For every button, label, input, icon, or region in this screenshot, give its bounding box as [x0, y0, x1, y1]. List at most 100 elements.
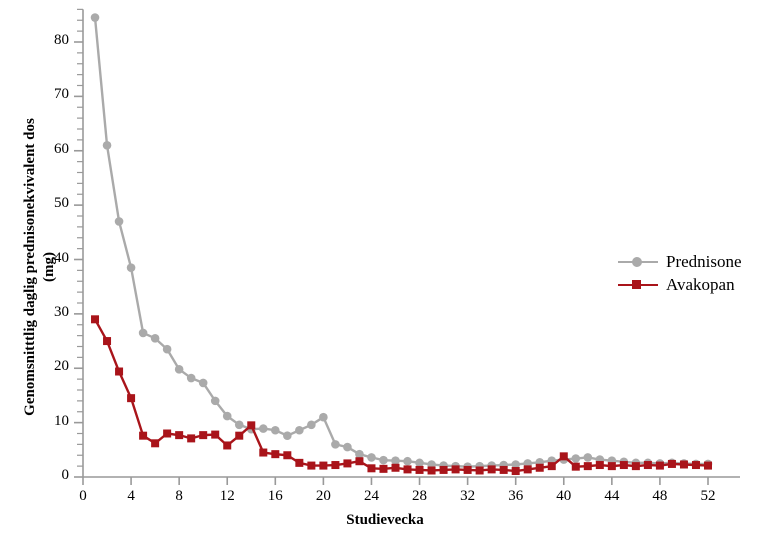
x-tick-label: 4 — [127, 488, 135, 504]
data-point-avakopan — [535, 463, 544, 472]
data-point-avakopan — [619, 461, 628, 470]
data-point-prednisone — [102, 141, 112, 150]
data-point-avakopan — [307, 461, 316, 470]
data-point-prednisone — [90, 13, 100, 22]
data-point-prednisone — [511, 460, 520, 469]
x-tick-label: 12 — [219, 488, 235, 504]
data-point-prednisone — [258, 424, 268, 433]
data-point-avakopan — [451, 465, 460, 474]
data-point-avakopan — [463, 465, 472, 474]
y-tick-label: 10 — [54, 412, 69, 429]
data-point-avakopan — [115, 367, 124, 376]
x-tick-label: 16 — [267, 488, 283, 504]
data-point-avakopan — [259, 448, 268, 457]
data-point-avakopan — [704, 461, 712, 470]
data-point-avakopan — [367, 464, 376, 473]
data-point-prednisone — [355, 449, 364, 459]
legend-swatch-prednisone — [618, 255, 658, 269]
data-point-avakopan — [559, 452, 568, 461]
legend-swatch-avakopan — [618, 278, 658, 292]
legend-label-avakopan: Avakopan — [666, 274, 735, 294]
data-point-avakopan — [319, 461, 328, 470]
data-point-prednisone — [186, 373, 196, 383]
data-point-avakopan — [343, 459, 352, 468]
data-point-avakopan — [151, 439, 160, 448]
data-point-prednisone — [198, 378, 208, 388]
data-point-avakopan — [655, 461, 664, 470]
data-point-avakopan — [355, 457, 364, 466]
y-tick-label: 60 — [54, 140, 69, 157]
data-point-prednisone — [295, 425, 304, 435]
data-point-avakopan — [235, 431, 244, 440]
x-tick-label: 44 — [604, 488, 620, 504]
data-point-avakopan — [91, 315, 100, 324]
x-tick-label: 40 — [556, 488, 572, 504]
x-tick-label: 8 — [175, 488, 183, 504]
data-point-avakopan — [187, 434, 196, 443]
data-point-avakopan — [403, 465, 412, 474]
data-point-prednisone — [271, 425, 280, 435]
data-point-avakopan — [391, 463, 400, 472]
data-point-avakopan — [499, 465, 508, 474]
y-tick-label: 20 — [54, 358, 69, 375]
data-point-avakopan — [163, 429, 172, 438]
square-marker-icon — [632, 280, 641, 289]
data-point-prednisone — [583, 453, 593, 462]
data-point-prednisone — [150, 334, 160, 343]
y-tick-label: 0 — [61, 467, 70, 483]
data-point-prednisone — [222, 411, 232, 421]
legend-item-avakopan: Avakopan — [618, 273, 768, 296]
data-point-avakopan — [427, 466, 436, 475]
data-point-prednisone — [391, 456, 400, 465]
data-point-avakopan — [295, 458, 304, 467]
x-tick-label: 28 — [412, 488, 428, 504]
legend-item-prednisone: Prednisone — [618, 250, 768, 273]
data-point-avakopan — [415, 465, 424, 474]
data-point-avakopan — [439, 465, 448, 474]
data-point-avakopan — [475, 466, 484, 475]
x-tick-label: 52 — [700, 488, 716, 504]
data-point-avakopan — [139, 431, 148, 440]
data-point-avakopan — [607, 462, 616, 471]
data-point-prednisone — [138, 328, 148, 338]
y-tick-label: 40 — [54, 249, 69, 266]
x-tick-label: 32 — [460, 488, 476, 504]
data-point-avakopan — [571, 462, 580, 471]
data-point-avakopan — [127, 394, 136, 403]
chart-legend: Prednisone Avakopan — [618, 250, 768, 296]
data-point-avakopan — [175, 431, 184, 440]
legend-label-prednisone: Prednisone — [666, 251, 742, 271]
data-point-prednisone — [174, 365, 184, 374]
data-point-prednisone — [331, 440, 340, 449]
x-axis-title: Studievecka — [346, 512, 424, 528]
data-point-avakopan — [691, 461, 700, 470]
data-point-avakopan — [631, 462, 640, 471]
data-point-prednisone — [234, 420, 244, 430]
data-point-prednisone — [367, 453, 376, 462]
data-point-prednisone — [403, 456, 412, 466]
y-tick-label: 70 — [54, 86, 69, 103]
data-point-avakopan — [547, 462, 556, 471]
data-point-avakopan — [331, 461, 340, 470]
y-tick-label: 80 — [54, 32, 69, 48]
data-point-avakopan — [223, 441, 232, 450]
data-point-avakopan — [523, 465, 532, 474]
data-point-prednisone — [126, 263, 136, 272]
data-point-avakopan — [103, 337, 112, 346]
data-point-prednisone — [415, 458, 424, 468]
data-point-avakopan — [379, 464, 388, 473]
data-point-prednisone — [162, 344, 172, 354]
data-point-avakopan — [247, 421, 256, 430]
x-tick-label: 48 — [652, 488, 668, 504]
x-tick-label: 20 — [315, 488, 331, 504]
series-line-avakopan — [93, 318, 710, 473]
data-point-avakopan — [511, 467, 520, 476]
data-point-avakopan — [271, 450, 280, 459]
data-point-avakopan — [667, 459, 676, 468]
x-tick-label: 0 — [79, 488, 87, 504]
data-point-avakopan — [487, 465, 496, 474]
data-point-prednisone — [283, 431, 292, 440]
data-point-avakopan — [283, 451, 292, 460]
x-tick-label: 36 — [508, 488, 524, 504]
